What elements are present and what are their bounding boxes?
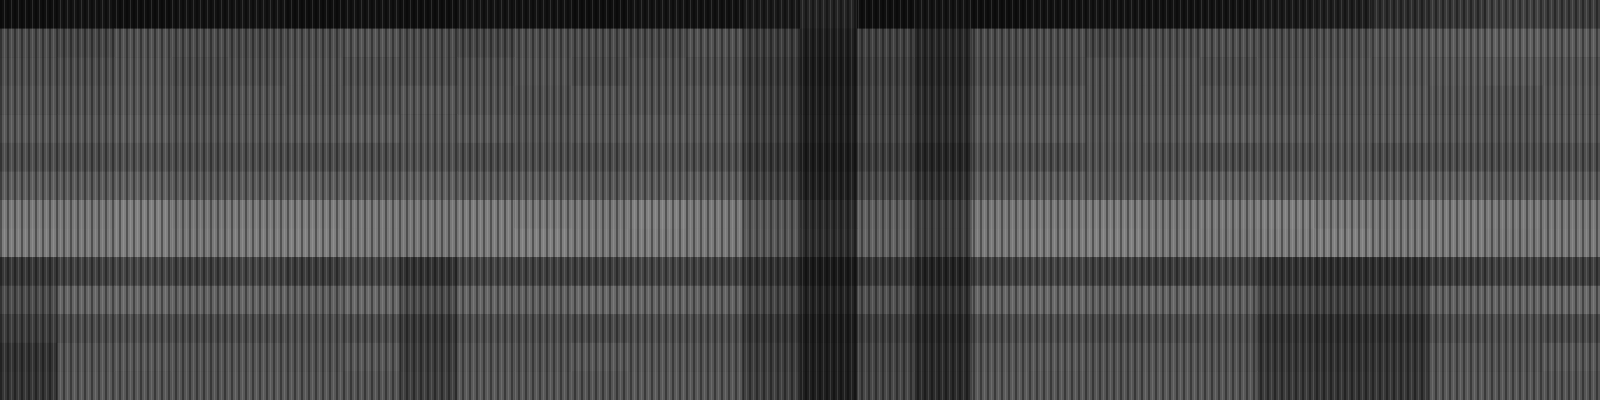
- texture: [0, 0, 1600, 400]
- cells: [0, 0, 1600, 400]
- background: [0, 0, 1600, 400]
- heatmap-chart: [0, 0, 1600, 400]
